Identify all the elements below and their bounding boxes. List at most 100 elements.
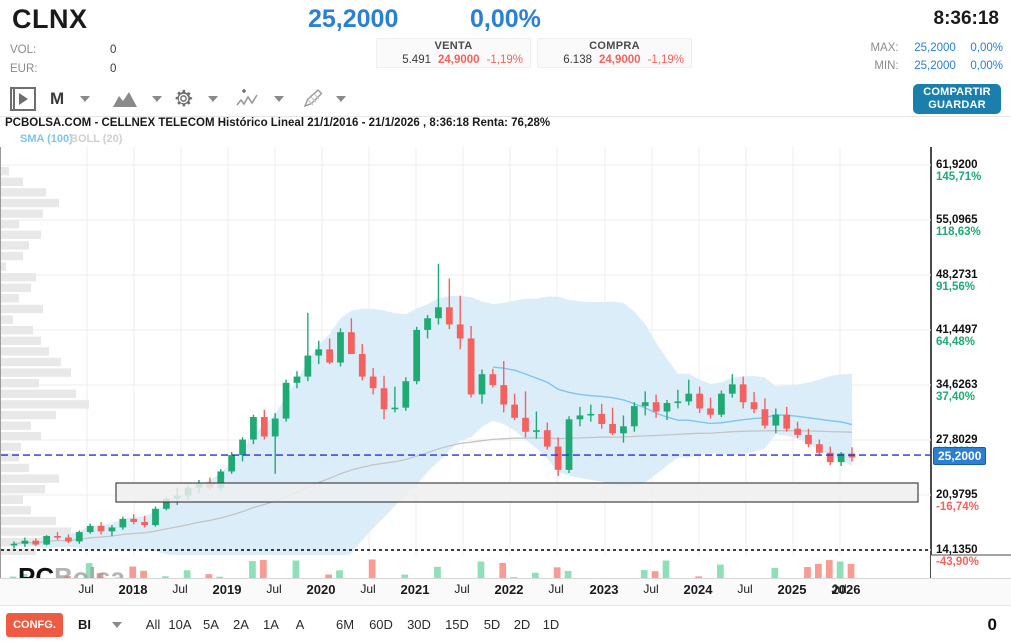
price-axis-tick: 48,2731 91,56% [936,269,978,293]
current-price-tag: 25,2000 [933,447,987,466]
max-percent: 0,00% [970,42,1003,54]
area-chart-icon [113,91,137,107]
ask-title: VENTA [434,40,473,52]
price-axis-tick: 34,6263 37,40% [936,379,978,403]
period-button-all[interactable]: All [145,617,161,632]
chevron-down-icon [80,95,91,102]
min-label: MIN: [874,60,899,72]
chevron-down-icon [152,95,162,102]
ask-box: VENTA 5.491 24,9000 -1,19% [376,38,531,68]
add-indicator-button[interactable] [236,85,284,112]
chevron-down-icon [274,95,284,102]
ask-price: 24,9000 [437,54,480,66]
bi-selector-label[interactable]: BI [78,617,91,632]
volume-label: VOL: [10,44,37,56]
price-plot[interactable] [0,147,932,573]
change-percent: 0,00% [470,5,541,33]
chevron-down-icon[interactable] [112,622,122,628]
date-axis-tick: 2026 [831,582,861,597]
share-save-button[interactable]: COMPARTIR GUARDAR [913,84,1001,114]
date-axis[interactable]: Jul 2018 Jul 2019 Jul 2020 Jul 2021 Jul 2022 Jul 20… [0,578,1011,605]
quote-header: CLNX 25,2000 0,00% 8:36:18 VOL: 0 EUR: 0… [0,0,1011,80]
price-axis-tick-value: 14,1350 [936,544,978,556]
bid-box: COMPRA 6.138 24,9000 -1,19% [537,38,692,68]
legend-sma[interactable]: SMA (100) [20,133,73,145]
bid-price: 24,9000 [598,54,641,66]
date-axis-tick: Jul [643,582,659,596]
price-axis-tick-percent: -43,90% [936,556,979,568]
period-button-2a[interactable]: 2A [233,617,249,632]
date-axis-tick: 2021 [400,582,430,597]
date-axis-tick: 2019 [212,582,242,597]
last-price: 25,2000 [308,5,399,33]
price-axis-tick: 55,0965 118,63% [936,214,981,238]
bottom-toolbar: CONFG. BI All 10A 5A 2A 1A A 6M 60D 30D 15D 5D 2D 1D… [0,605,1011,643]
max-value: 25,2000 [914,42,956,54]
chart-toolbar: M [0,80,1011,117]
chart-title: PCBOLSA.COM - CELLNEX TELECOM Histórico … [5,117,551,129]
period-button-10a[interactable]: 10A [168,617,192,632]
chart-title-bar: PCBOLSA.COM - CELLNEX TELECOM Histórico … [0,117,1011,132]
timeframe-selector[interactable]: M [50,85,91,112]
date-axis-tick: Jul [172,582,188,596]
date-axis-tick: Jul [454,582,470,596]
symbol-ticker: CLNX [12,4,88,34]
legend-boll[interactable]: BOLL (20) [70,133,123,145]
draw-tools-button[interactable] [302,85,346,112]
date-axis-tick: Jul [548,582,564,596]
date-axis-tick: Jul [266,582,282,596]
date-axis-tick: Jul [831,582,847,596]
bid-qty: 6.138 [563,54,592,66]
panel-expand-icon [10,86,36,111]
panel-toggle-button[interactable] [10,85,36,112]
date-axis-tick: 2023 [589,582,619,597]
price-axis-tick-value: 20,9795 [936,489,978,501]
save-label: GUARDAR [928,99,986,111]
price-axis-tick-value: 41,4497 [936,324,978,336]
date-axis-tick: 2025 [777,582,807,597]
period-button-30d[interactable]: 30D [407,617,431,632]
settings-button[interactable] [172,85,218,112]
chevron-down-icon [336,95,346,102]
pencil-icon [303,88,323,107]
max-label: MAX: [870,42,899,54]
price-axis-tick-value: 48,2731 [936,269,978,281]
indicator-legend: SMA (100) BOLL (20) [0,133,1011,147]
date-axis-tick: 2022 [494,582,524,597]
ask-qty: 5.491 [402,54,431,66]
period-button-5a[interactable]: 5A [203,617,219,632]
period-button-a[interactable]: A [295,617,305,632]
chart-canvas-area[interactable]: 61,9200 145,71% 55,0965 118,63% 48,2731 91,56… [0,147,1011,602]
date-axis-tick: 2024 [683,582,713,597]
date-axis-tick: Jul [360,582,376,596]
period-button-5d[interactable]: 5D [483,617,501,632]
counter-value: 0 [987,615,997,634]
price-axis-tick-value: 61,9200 [936,159,978,171]
period-button-1d[interactable]: 1D [542,617,560,632]
config-button[interactable]: CONFG. [6,613,63,637]
period-button-1a[interactable]: 1A [263,617,279,632]
price-axis[interactable]: 61,9200 145,71% 55,0965 118,63% 48,2731 91,56… [931,147,1011,602]
period-button-2d[interactable]: 2D [513,617,531,632]
price-axis-tick-percent: 118,63% [936,226,981,238]
date-axis-tick: Jul [737,582,753,596]
price-axis-tick: 20,9795 -16,74% [936,489,979,513]
period-button-6m[interactable]: 6M [335,617,355,632]
share-label: COMPARTIR [923,86,991,98]
price-axis-tick: 61,9200 145,71% [936,159,981,183]
min-percent: 0,00% [970,60,1003,72]
add-indicator-icon [236,88,258,105]
date-axis-tick: Jul [78,582,94,596]
price-axis-tick-value: 27,8029 [936,434,978,446]
period-button-15d[interactable]: 15D [445,617,469,632]
quote-time: 8:36:18 [933,8,1000,29]
bid-change: -1,19% [647,54,684,66]
bid-title: COMPRA [589,40,640,52]
eur-label: EUR: [10,63,38,75]
eur-value: 0 [110,63,117,75]
price-axis-tick-value: 55,0965 [936,214,978,226]
price-axis-tick-percent: 64,48% [936,336,976,348]
max-row: MAX: 25,2000 0,00% [870,42,1003,54]
period-button-60d[interactable]: 60D [369,617,393,632]
chart-type-selector[interactable] [112,85,162,112]
